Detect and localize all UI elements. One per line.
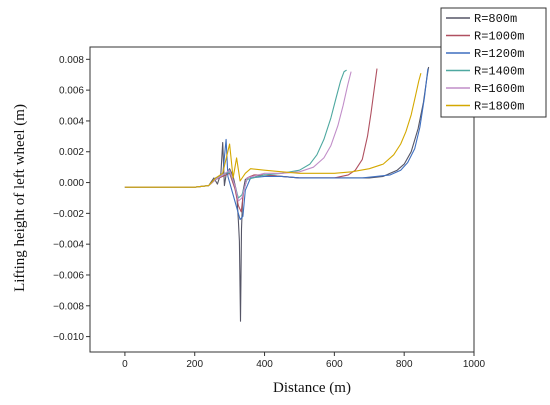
- y-tick-label: −0.002: [53, 209, 84, 220]
- y-axis-ticks: −0.010 −0.008 −0.006 −0.004 −0.002 0.000 0.002…: [53, 55, 90, 343]
- series-line-r-1000m: [124, 68, 378, 213]
- x-tick-label: 0: [122, 359, 128, 370]
- series-line-r-1800m: [124, 73, 422, 188]
- y-tick-label: −0.010: [53, 332, 84, 343]
- series-line-r-1200m: [124, 68, 429, 221]
- y-axis-title: Lifting height of left wheel (m): [12, 104, 28, 292]
- legend-label: R=1800m: [474, 100, 524, 114]
- x-tick-label: 600: [326, 359, 343, 370]
- series-layer: [124, 66, 430, 322]
- y-tick-label: −0.004: [53, 240, 84, 251]
- x-tick-label: 200: [186, 359, 203, 370]
- plot-frame: [89, 46, 475, 353]
- series-line-r-1400m: [124, 69, 347, 199]
- x-axis-title: Distance (m): [273, 380, 351, 396]
- series-line-r-1600m: [124, 71, 352, 202]
- x-tick-label: 800: [396, 359, 413, 370]
- y-tick-label: 0.008: [59, 55, 84, 66]
- x-tick-label: 1000: [463, 359, 486, 370]
- y-tick-label: −0.008: [53, 301, 84, 312]
- legend-label: R=1000m: [474, 30, 524, 44]
- x-tick-label: 400: [256, 359, 273, 370]
- y-tick-label: 0.006: [59, 86, 84, 97]
- legend-label: R=1200m: [474, 47, 524, 61]
- legend-label: R=1400m: [474, 65, 524, 79]
- y-tick-label: 0.004: [59, 116, 84, 127]
- y-tick-label: 0.002: [59, 147, 84, 158]
- legend-label: R=1600m: [474, 82, 524, 96]
- y-tick-label: 0.000: [59, 178, 84, 189]
- series-line-r-800m: [124, 66, 430, 322]
- y-tick-label: −0.006: [53, 270, 84, 281]
- x-axis-ticks: 0 200 400 600 800 1000: [122, 352, 486, 370]
- legend-box: [440, 7, 547, 118]
- legend: R=800m R=1000m R=1200m R=1400m R=1600m R=1800…: [440, 7, 547, 118]
- legend-label: R=800m: [474, 12, 517, 26]
